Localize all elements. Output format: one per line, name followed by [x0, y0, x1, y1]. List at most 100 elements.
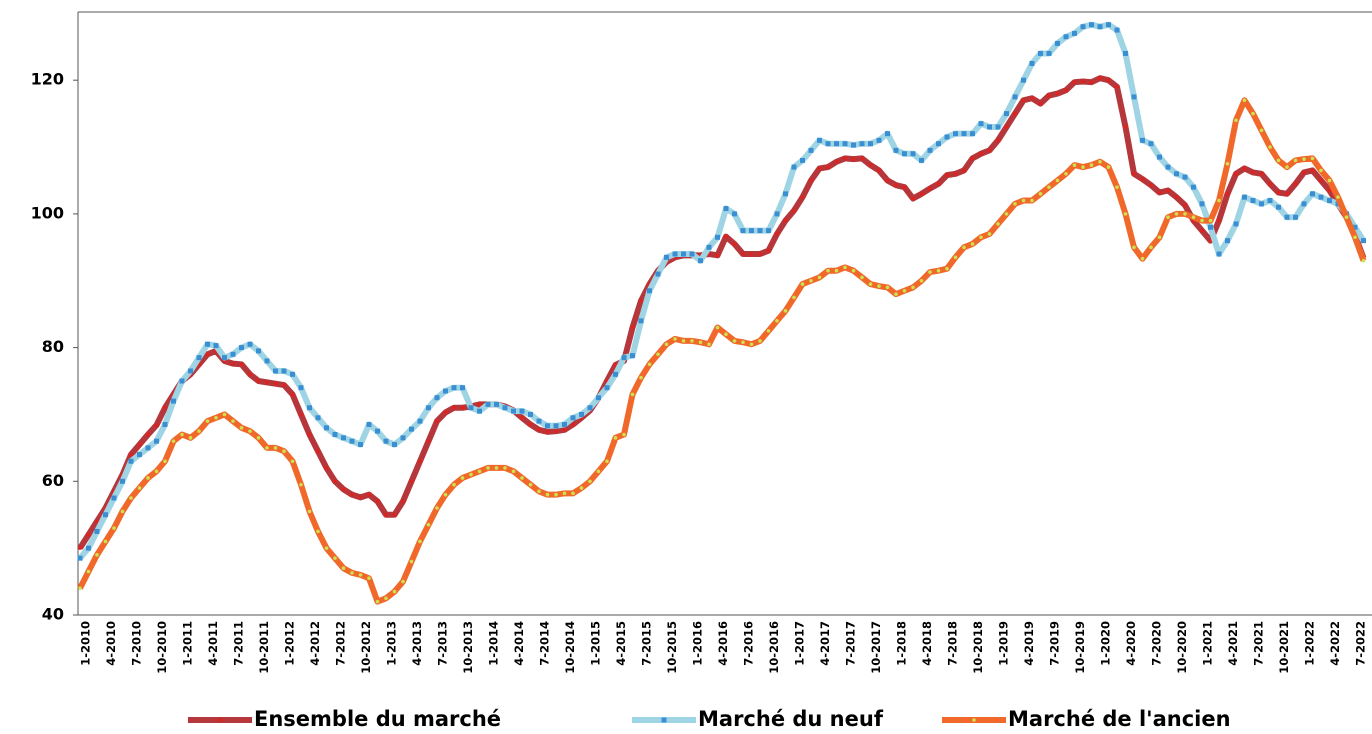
- marker: [111, 495, 117, 501]
- marker: [146, 432, 150, 437]
- marker: [1166, 188, 1170, 193]
- marker: [239, 345, 244, 351]
- marker: [613, 436, 618, 440]
- marker: [86, 569, 91, 574]
- marker: [707, 342, 711, 347]
- marker: [893, 147, 899, 153]
- x-tick-label: 1-2016: [691, 621, 705, 666]
- marker: [741, 252, 745, 256]
- marker: [94, 528, 100, 534]
- x-tick-label: 7-2020: [1150, 621, 1164, 666]
- marker: [639, 298, 643, 303]
- x-tick-label: 4-2022: [1328, 621, 1342, 666]
- x-tick-label: 1-2013: [385, 621, 399, 666]
- x-tick-label: 4-2015: [614, 621, 628, 666]
- marker: [817, 275, 822, 280]
- marker: [256, 379, 261, 383]
- marker: [1081, 165, 1085, 169]
- marker: [307, 405, 312, 411]
- marker: [741, 340, 745, 345]
- marker: [970, 242, 975, 246]
- marker: [1098, 76, 1102, 80]
- marker: [911, 285, 915, 290]
- marker: [919, 278, 924, 283]
- marker: [299, 482, 303, 487]
- x-tick-label: 1-2011: [181, 621, 195, 666]
- marker: [749, 252, 754, 256]
- marker: [808, 147, 814, 153]
- marker: [545, 423, 550, 429]
- marker: [1259, 201, 1264, 207]
- marker: [1225, 161, 1230, 166]
- marker: [333, 479, 337, 484]
- marker: [1149, 245, 1153, 250]
- marker: [570, 415, 576, 421]
- marker: [1191, 215, 1196, 220]
- marker: [163, 459, 167, 464]
- marker: [579, 486, 584, 490]
- marker: [77, 555, 83, 561]
- marker: [1114, 27, 1120, 33]
- marker: [1047, 185, 1051, 189]
- x-tick-label: 4-2017: [818, 621, 832, 666]
- x-tick-label: 7-2015: [640, 621, 654, 666]
- marker: [239, 362, 244, 367]
- marker: [1250, 198, 1256, 204]
- x-tick-label: 7-2012: [334, 621, 348, 666]
- marker: [248, 429, 252, 433]
- x-tick-label: 4-2019: [1022, 621, 1036, 666]
- marker: [1012, 94, 1018, 100]
- marker: [1106, 165, 1111, 169]
- marker: [885, 131, 890, 137]
- x-tick-label: 7-2014: [538, 621, 552, 666]
- marker: [163, 405, 167, 410]
- marker: [791, 164, 797, 170]
- marker: [800, 195, 805, 199]
- x-tick-label: 4-2013: [410, 621, 424, 666]
- marker: [868, 141, 873, 147]
- marker: [350, 571, 354, 575]
- series-line: [77, 97, 1367, 605]
- marker: [1310, 191, 1315, 197]
- marker: [248, 372, 252, 377]
- marker: [1225, 192, 1230, 196]
- marker: [1200, 218, 1204, 223]
- marker: [307, 432, 312, 437]
- marker: [1361, 258, 1366, 263]
- marker: [1089, 163, 1094, 167]
- y-tick-label: 120: [31, 70, 64, 89]
- marker: [809, 178, 813, 183]
- marker: [664, 254, 669, 260]
- marker: [86, 532, 91, 537]
- marker: [1285, 192, 1289, 196]
- marker: [145, 445, 151, 451]
- x-tick-label: 4-2021: [1226, 621, 1240, 666]
- marker: [1055, 178, 1060, 183]
- marker: [1352, 224, 1358, 230]
- marker: [1302, 157, 1306, 161]
- marker: [1140, 177, 1145, 181]
- marker: [273, 368, 278, 374]
- marker: [961, 131, 967, 137]
- marker: [562, 421, 567, 427]
- marker: [417, 418, 423, 424]
- marker: [868, 282, 873, 286]
- marker: [1353, 235, 1357, 240]
- marker: [834, 159, 839, 164]
- marker: [953, 171, 958, 176]
- marker: [1029, 60, 1035, 66]
- marker: [154, 423, 159, 427]
- marker: [451, 385, 457, 391]
- marker: [401, 499, 405, 504]
- marker: [282, 449, 286, 454]
- marker: [1293, 158, 1298, 163]
- marker: [264, 358, 270, 364]
- marker: [792, 295, 796, 300]
- marker: [630, 325, 635, 330]
- x-tick-label: 7-2017: [844, 621, 858, 666]
- marker: [613, 363, 618, 367]
- marker: [367, 576, 371, 581]
- marker: [587, 405, 593, 411]
- marker: [1131, 94, 1137, 100]
- x-tick-label: 4-2020: [1124, 621, 1138, 666]
